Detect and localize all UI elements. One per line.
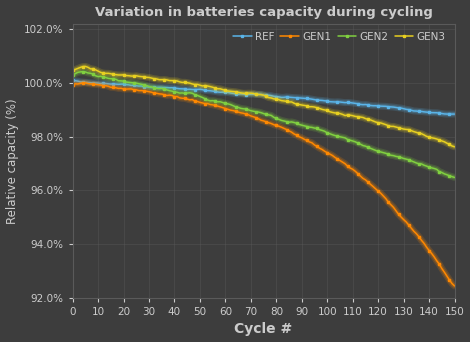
X-axis label: Cycle #: Cycle #	[235, 323, 293, 337]
Line: GEN3: GEN3	[71, 65, 455, 148]
GEN1	[314, 144, 320, 148]
GEN2	[207, 99, 213, 103]
Line: GEN1: GEN1	[71, 82, 455, 287]
REF	[205, 89, 211, 93]
REF	[337, 100, 343, 104]
GEN1	[70, 83, 76, 87]
GEN2	[446, 174, 452, 178]
GEN3	[340, 112, 345, 116]
GEN1	[452, 284, 457, 288]
GEN3	[452, 145, 457, 149]
GEN1	[207, 103, 213, 107]
REF	[444, 112, 450, 116]
REF	[70, 78, 76, 82]
Line: REF: REF	[71, 79, 455, 115]
Title: Variation in batteries capacity during cycling: Variation in batteries capacity during c…	[94, 5, 432, 18]
GEN2	[340, 135, 345, 139]
REF	[452, 112, 457, 116]
GEN3	[207, 84, 213, 89]
GEN2	[314, 126, 320, 130]
GEN2	[80, 69, 86, 74]
GEN2	[70, 73, 76, 77]
GEN3	[304, 104, 310, 108]
GEN3	[314, 106, 320, 110]
GEN1	[83, 81, 88, 85]
Y-axis label: Relative capacity (%): Relative capacity (%)	[6, 98, 18, 224]
GEN2	[258, 110, 264, 115]
GEN1	[340, 160, 345, 164]
REF	[302, 96, 307, 101]
GEN1	[446, 278, 452, 282]
GEN3	[70, 68, 76, 72]
GEN2	[452, 175, 457, 180]
GEN1	[258, 118, 264, 122]
REF	[256, 92, 261, 96]
GEN3	[446, 142, 452, 146]
GEN2	[304, 124, 310, 129]
REF	[312, 97, 317, 102]
GEN3	[258, 93, 264, 97]
Legend: REF, GEN1, GEN2, GEN3: REF, GEN1, GEN2, GEN3	[233, 32, 446, 42]
GEN1	[304, 139, 310, 143]
GEN3	[83, 64, 88, 68]
Line: GEN2: GEN2	[71, 70, 455, 179]
